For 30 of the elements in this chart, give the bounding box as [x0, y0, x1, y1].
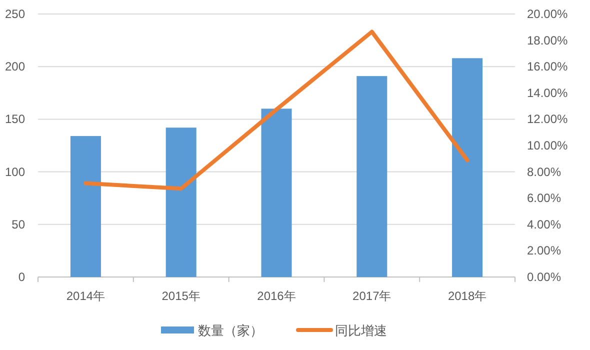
x-tick-label: 2014年 — [66, 289, 106, 303]
x-tick-label: 2017年 — [352, 289, 392, 303]
bar — [452, 58, 483, 277]
y2-tick-label: 12.00% — [527, 112, 568, 126]
x-tick-label: 2015年 — [162, 289, 200, 303]
legend-label: 数量（家） — [198, 323, 263, 338]
bar — [70, 136, 101, 277]
y2-tick-label: 6.00% — [527, 191, 562, 206]
y2-tick-label: 16.00% — [527, 60, 568, 74]
bar — [261, 108, 292, 277]
y-tick-label: 200 — [4, 60, 26, 74]
y2-tick-label: 8.00% — [527, 164, 562, 179]
legend-label: 同比增速 — [335, 323, 387, 338]
y-tick-label: 250 — [4, 7, 26, 21]
y2-tick-label: 0.00% — [527, 270, 562, 284]
y2-tick-label: 10.00% — [527, 138, 568, 152]
line-series — [84, 30, 470, 191]
y2-tick-label: 18.00% — [527, 33, 568, 48]
bar — [356, 76, 388, 277]
y-tick-label: 100 — [4, 164, 26, 179]
x-tick-label: 2016年 — [257, 289, 296, 303]
y2-tick-label: 14.00% — [527, 86, 568, 100]
x-tick-label: 2018年 — [448, 289, 487, 303]
y2-tick-label: 2.00% — [527, 244, 562, 258]
y-tick-label: 0 — [18, 270, 26, 284]
bar — [166, 128, 196, 277]
y2-tick-label: 20.00% — [527, 7, 568, 21]
y-tick-label: 50 — [12, 217, 26, 232]
y-tick-label: 150 — [4, 112, 26, 126]
y2-tick-label: 4.00% — [527, 217, 562, 232]
